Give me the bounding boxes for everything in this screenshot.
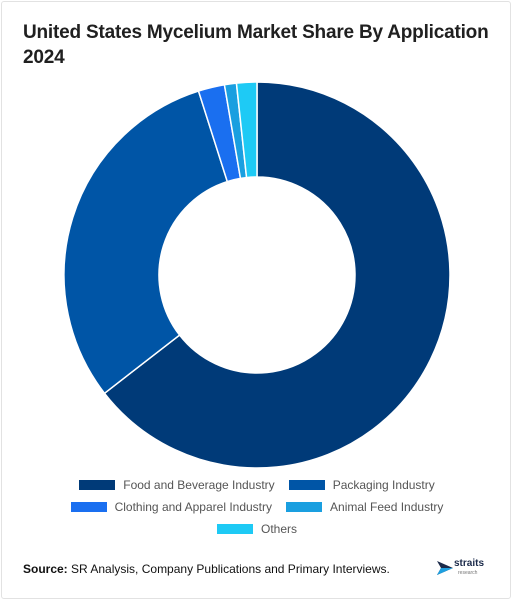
legend-swatch [216, 524, 253, 534]
legend-label: Food and Beverage Industry [123, 478, 275, 492]
legend-label: Animal Feed Industry [330, 500, 444, 514]
legend-item[interactable]: Packaging Industry [288, 478, 435, 492]
legend-item[interactable]: Others [216, 522, 297, 536]
legend-item[interactable]: Animal Feed Industry [286, 500, 443, 514]
legend-label: Others [260, 522, 297, 536]
legend-label: Packaging Industry [332, 478, 435, 492]
legend-swatch [288, 480, 325, 490]
straits-logo-arrow-icon [437, 561, 453, 575]
legend-label: Clothing and Apparel Industry [114, 500, 273, 514]
legend-swatch [70, 502, 107, 512]
slice-packaging-industry[interactable] [63, 90, 229, 395]
source-note: Source: SR Analysis, Company Publication… [23, 562, 390, 576]
chart-title: United States Mycelium Market Share By A… [23, 22, 489, 68]
source-label: Source: [23, 562, 68, 576]
slice-others[interactable] [235, 81, 258, 179]
legend-item[interactable]: Clothing and Apparel Industry [70, 500, 273, 514]
logo-word: straits [454, 558, 485, 569]
legend-swatch [79, 480, 116, 490]
donut-chart [63, 81, 451, 469]
slice-food-and-beverage-industry[interactable] [103, 81, 451, 469]
source-text: SR Analysis, Company Publications and Pr… [71, 562, 390, 576]
legend-swatch [286, 502, 323, 512]
logo-sub: research [458, 570, 478, 576]
legend-item[interactable]: Food and Beverage Industry [79, 478, 275, 492]
straits-research-logo: straits research [436, 554, 496, 580]
